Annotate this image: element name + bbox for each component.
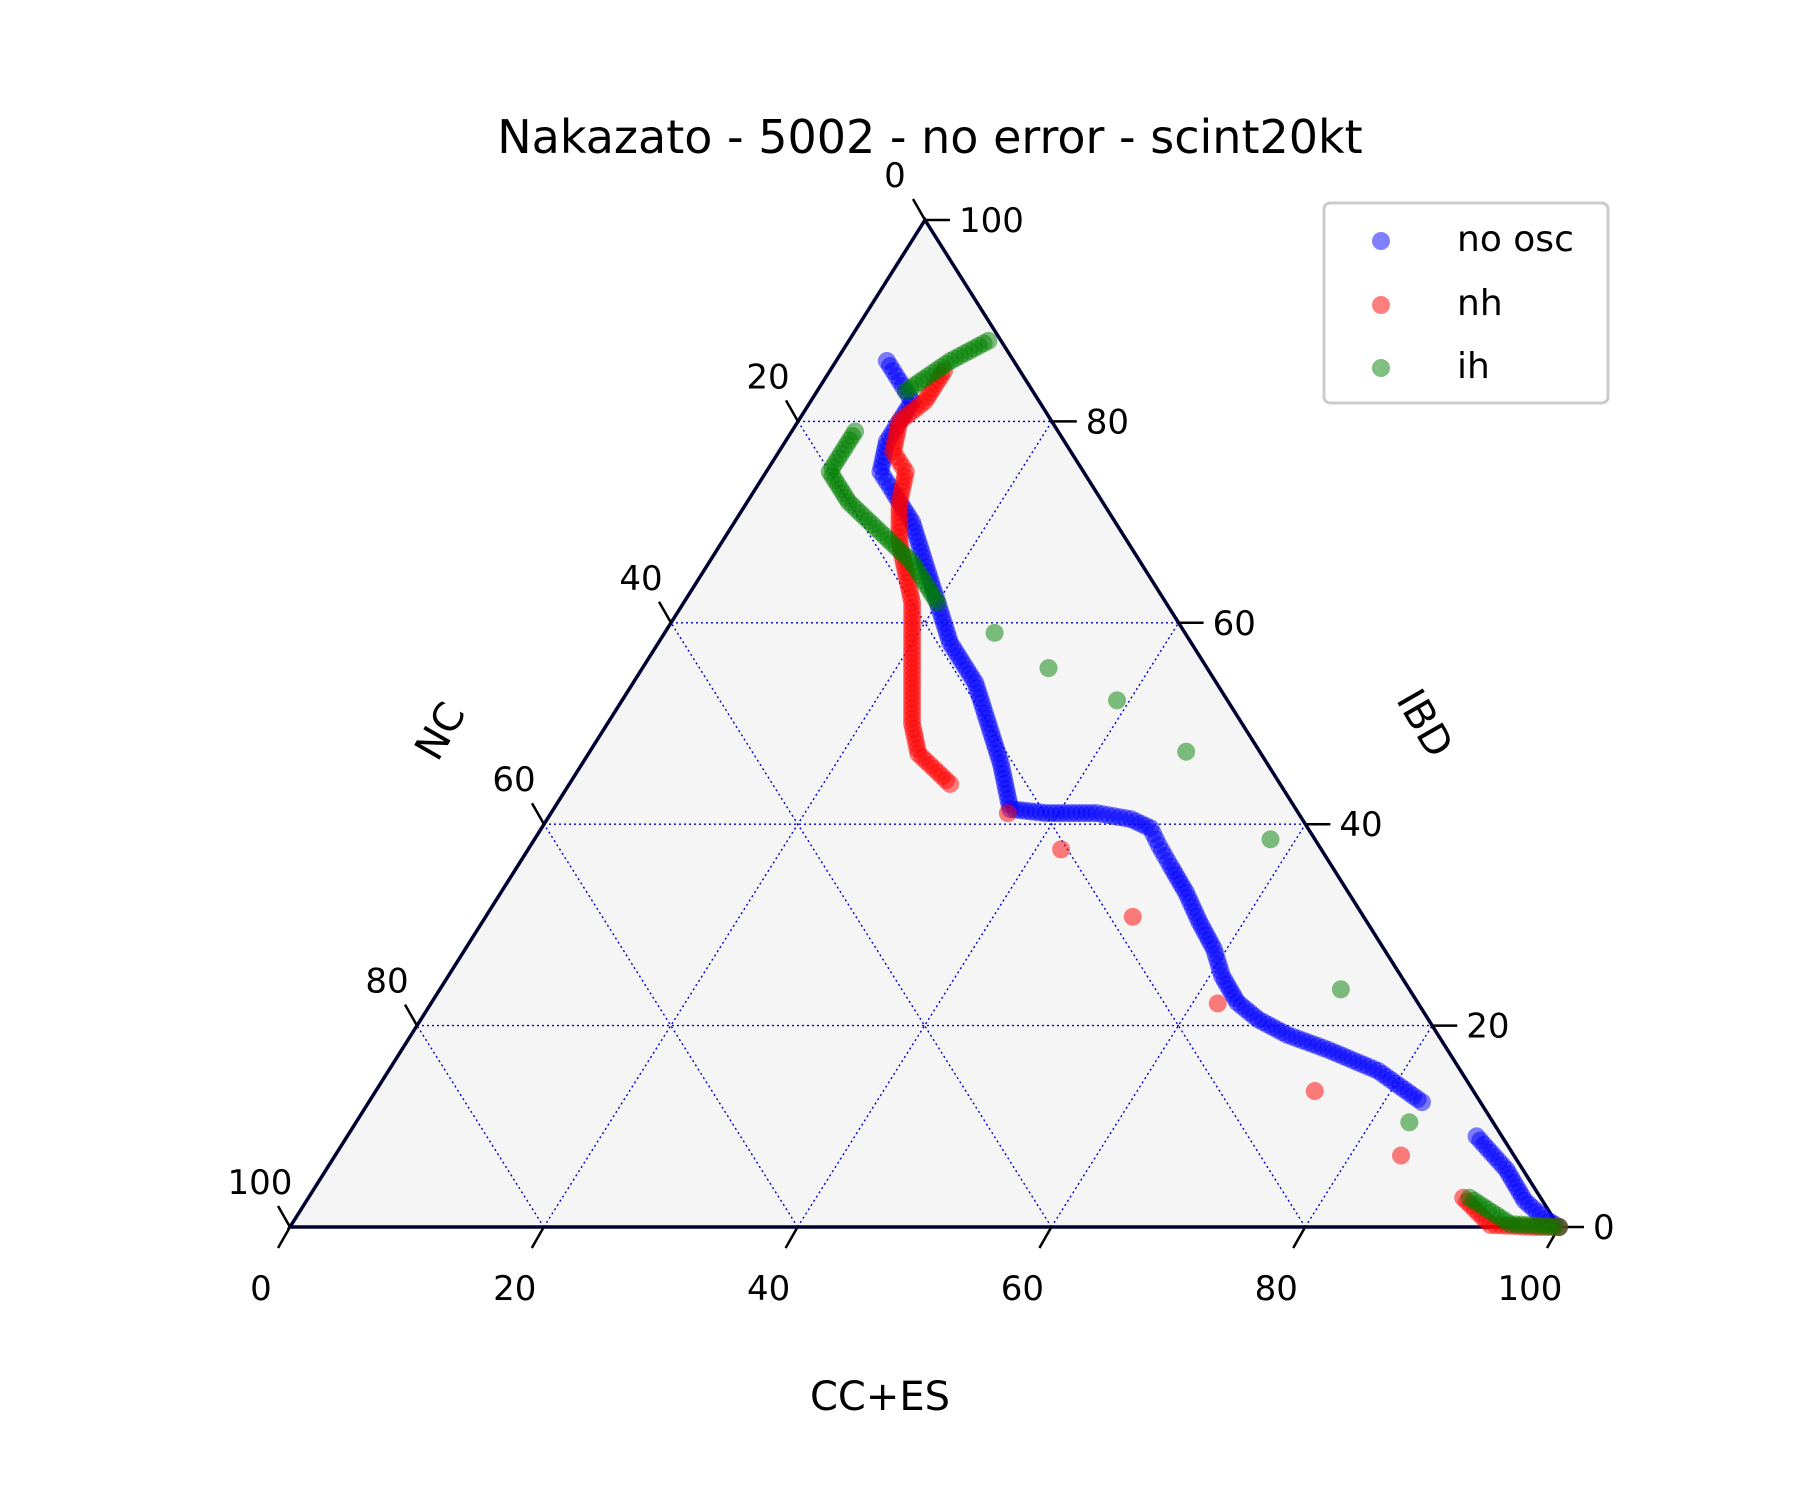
left-axis-tick-label: 80 bbox=[365, 962, 408, 1002]
data-point bbox=[1413, 1093, 1432, 1112]
data-point bbox=[1392, 1146, 1411, 1165]
left-axis-tick-label: 0 bbox=[884, 156, 906, 196]
legend-marker-no-osc bbox=[1372, 232, 1390, 250]
data-point bbox=[1123, 907, 1142, 926]
bottom-axis-label: CC+ES bbox=[810, 1374, 950, 1420]
legend-marker-ih bbox=[1372, 359, 1390, 377]
chart-title: Nakazato - 5002 - no error - scint20kt bbox=[497, 110, 1362, 164]
left-axis-tick-label: 100 bbox=[228, 1163, 293, 1203]
grid-line bbox=[543, 823, 799, 1228]
bottom-axis-tick-label: 100 bbox=[1498, 1269, 1563, 1309]
data-point bbox=[1208, 994, 1227, 1013]
left-axis-tick-label: 60 bbox=[492, 760, 535, 800]
legend-label-ih: ih bbox=[1457, 346, 1490, 387]
data-point bbox=[1305, 1082, 1324, 1101]
data-point bbox=[1331, 980, 1350, 999]
right-axis-tick-label: 20 bbox=[1466, 1007, 1509, 1047]
grid-line bbox=[797, 622, 1180, 1228]
data-point bbox=[1052, 840, 1071, 859]
left-axis-tick bbox=[657, 601, 673, 624]
left-axis-tick bbox=[784, 399, 800, 423]
data-point bbox=[1550, 1218, 1568, 1236]
data-point bbox=[1039, 659, 1058, 678]
data-point bbox=[896, 382, 915, 401]
data-point bbox=[985, 623, 1004, 642]
bottom-axis-tick bbox=[1292, 1226, 1307, 1249]
data-point bbox=[941, 774, 960, 793]
left-axis-label: NC bbox=[406, 695, 475, 768]
grid-line bbox=[1050, 823, 1306, 1228]
bottom-axis-tick-label: 0 bbox=[250, 1269, 272, 1309]
bottom-axis-tick bbox=[530, 1226, 545, 1249]
left-axis-tick bbox=[276, 1205, 292, 1228]
grid-line bbox=[670, 622, 1052, 1228]
bottom-axis-tick bbox=[784, 1226, 799, 1249]
right-axis-tick-label: 40 bbox=[1339, 805, 1382, 845]
bottom-axis-tick-label: 40 bbox=[747, 1269, 790, 1309]
data-point bbox=[928, 593, 947, 612]
bottom-axis-tick-label: 20 bbox=[493, 1269, 536, 1309]
data-point bbox=[1177, 742, 1196, 761]
plot-area: 0 0 0 20 20 20 40 40 40 60 60 60 80 80 80 100 100 100 bbox=[228, 156, 1615, 1309]
bottom-axis-tick-label: 80 bbox=[1255, 1269, 1298, 1309]
triangle-background bbox=[290, 220, 1559, 1227]
legend-label-no-osc: no osc bbox=[1457, 219, 1574, 260]
data-point bbox=[1400, 1113, 1419, 1132]
bottom-axis-tick bbox=[276, 1226, 292, 1249]
legend-label-nh: nh bbox=[1457, 283, 1503, 324]
data-point bbox=[1261, 830, 1280, 849]
right-axis-tick-label: 60 bbox=[1213, 604, 1256, 644]
triangle-outline bbox=[286, 216, 1563, 1229]
left-axis-tick bbox=[911, 198, 927, 221]
legend: no osc nh ih bbox=[1322, 201, 1610, 405]
left-axis-tick bbox=[530, 802, 546, 825]
legend-marker-nh bbox=[1372, 296, 1390, 314]
bottom-axis-tick bbox=[1038, 1226, 1053, 1249]
right-axis-tick-label: 80 bbox=[1086, 402, 1129, 442]
left-axis-tick bbox=[403, 1003, 419, 1027]
data-point bbox=[998, 804, 1017, 823]
right-axis-label: IBD bbox=[1387, 682, 1462, 766]
left-axis-tick-label: 20 bbox=[746, 357, 789, 397]
right-axis-tick-label: 100 bbox=[959, 201, 1024, 241]
left-axis-tick-label: 40 bbox=[619, 559, 662, 599]
right-axis-tick-label: 0 bbox=[1593, 1208, 1615, 1248]
legend-box bbox=[1322, 201, 1610, 405]
data-point bbox=[1108, 691, 1127, 710]
bottom-axis-tick-label: 60 bbox=[1001, 1269, 1044, 1309]
